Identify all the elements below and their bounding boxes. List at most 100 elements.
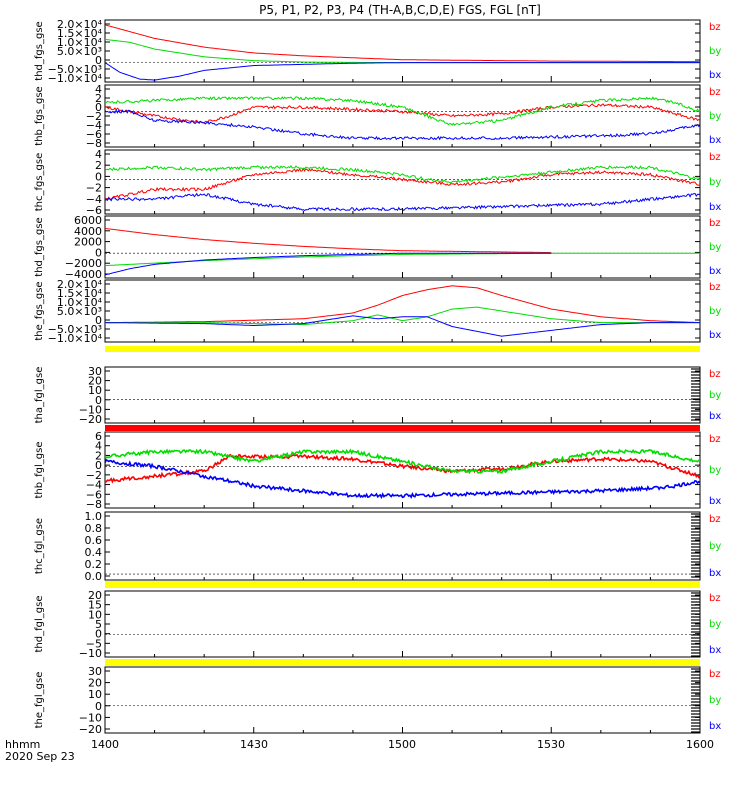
y-tick-label-3-0: 6000 (74, 214, 102, 227)
panel-7: 1.00.80.60.40.20.0 thc_fgl_gse bz by bx (34, 510, 721, 583)
series-by-2 (105, 164, 700, 184)
legend-bz-3: bz (709, 218, 721, 229)
y-tick-label-9-2: 10 (88, 688, 102, 701)
legend-bz-5: bz (709, 369, 721, 380)
y-tick-label-1-1: 2 (95, 92, 102, 105)
series-bz-2 (105, 167, 700, 202)
y-axis-label-3: thd_fgs_gse (34, 217, 45, 276)
y-axis-label-8: thd_fgl_gse (34, 596, 45, 653)
y-tick-label-7-3: 0.4 (85, 546, 103, 559)
x-axis-label-time: hhmm (5, 738, 40, 751)
panel-frame-7 (104, 511, 701, 581)
y-axis-label-4: the_fgs_gse (34, 281, 45, 340)
y-tick-label-6-2: 2 (95, 449, 102, 462)
y-tick-label-6-3: 0 (95, 459, 102, 472)
y-tick-label-5-0: 30 (88, 365, 102, 378)
y-axis-label-6: thb_fgl_gse (34, 442, 45, 499)
series-by-3 (105, 252, 700, 267)
y-tick-label-8-6: −10 (79, 647, 102, 660)
y-tick-label-8-1: 15 (88, 599, 102, 612)
y-tick-label-1-0: 4 (95, 83, 102, 96)
legend-bx-2: bx (709, 202, 721, 213)
y-tick-label-7-0: 1.0 (85, 510, 103, 523)
y-tick-label-6-1: 4 (95, 440, 102, 453)
y-tick-label-0-6: −1.0×10⁴ (48, 72, 103, 85)
y-tick-label-6-7: −8 (86, 498, 102, 511)
legend-by-0: by (709, 46, 721, 57)
legend-bz-7: bz (709, 514, 721, 525)
y-tick-label-2-1: 2 (95, 159, 102, 172)
legend-bx-0: bx (709, 70, 721, 81)
legend-by-7: by (709, 541, 721, 552)
y-tick-label-9-1: 20 (88, 677, 102, 690)
series-by-0 (105, 38, 700, 64)
panel-frame-8 (104, 590, 701, 658)
y-tick-label-7-1: 0.8 (85, 522, 103, 535)
y-tick-label-5-5: −20 (79, 413, 102, 426)
y-tick-label-7-4: 0.2 (85, 558, 103, 571)
y-tick-label-4-3: 5.0×10³ (57, 305, 102, 318)
y-tick-label-5-3: 0 (95, 394, 102, 407)
panel-1: 420−2−4−6−8 thb_fgs_gse bz by bx (34, 83, 721, 150)
series-by-1 (105, 96, 700, 127)
series-bz-0 (105, 24, 700, 63)
y-tick-label-7-5: 0.0 (85, 570, 103, 583)
legend-by-8: by (709, 619, 721, 630)
y-tick-label-1-5: −6 (86, 128, 102, 141)
y-tick-label-4-4: 0 (95, 314, 102, 327)
y-tick-label-0-1: 1.5×10⁴ (57, 27, 103, 40)
y-tick-label-8-2: 10 (88, 608, 102, 621)
legend-by-9: by (709, 695, 721, 706)
panel-frame-5 (104, 366, 701, 424)
legend-bz-0: bz (709, 22, 721, 33)
legend-by-1: by (709, 111, 721, 122)
y-tick-label-2-0: 4 (95, 148, 102, 161)
y-tick-label-3-2: 2000 (74, 236, 102, 249)
y-tick-label-4-2: 1.0×10⁴ (57, 296, 103, 309)
y-tick-label-2-2: 0 (95, 170, 102, 183)
panel-frame-9 (104, 666, 701, 734)
series-bx-6 (105, 458, 700, 500)
y-tick-label-9-0: 30 (88, 665, 102, 678)
panel-frame-1 (104, 84, 701, 148)
y-tick-label-0-2: 1.0×10⁴ (57, 36, 103, 49)
legend-by-5: by (709, 390, 721, 401)
y-tick-label-6-0: 6 (95, 430, 102, 443)
y-tick-label-3-1: 4000 (74, 225, 102, 238)
separator-bar-1 (105, 425, 700, 431)
y-tick-label-2-4: −4 (86, 193, 102, 206)
x-tick-label-1: 1430 (240, 738, 268, 751)
legend-bz-8: bz (709, 593, 721, 604)
series-by-4 (105, 306, 700, 326)
y-tick-label-4-6: −1.0×10⁴ (48, 332, 103, 345)
panel-2: 420−2−4−6 thc_fgs_gse bz by bx (34, 148, 721, 217)
legend-bx-5: bx (709, 411, 721, 422)
series-bx-0 (105, 62, 700, 81)
y-axis-label-9: the_fgl_gse (34, 672, 45, 729)
y-tick-label-3-4: −2000 (65, 257, 102, 270)
y-axis-label-7: thc_fgl_gse (34, 518, 45, 574)
y-tick-label-4-0: 2.0×10⁴ (57, 278, 103, 291)
y-tick-label-3-5: −4000 (65, 268, 102, 281)
chart-title: P5, P1, P2, P3, P4 (TH-A,B,C,D,E) FGS, F… (259, 3, 541, 17)
series-bz-6 (105, 453, 700, 484)
y-tick-label-1-2: 0 (95, 101, 102, 114)
separator-bar-2 (105, 581, 700, 588)
y-tick-label-5-1: 20 (88, 375, 102, 388)
series-bx-1 (105, 109, 700, 141)
legend-bx-8: bx (709, 645, 721, 656)
x-tick-label-3: 1530 (537, 738, 565, 751)
y-tick-label-0-5: −5.0×10³ (48, 63, 102, 76)
legend-by-4: by (709, 306, 721, 317)
y-tick-label-1-4: −4 (86, 119, 102, 132)
legend-bx-4: bx (709, 330, 721, 341)
y-tick-label-9-5: −20 (79, 723, 102, 736)
legend-bz-2: bz (709, 152, 721, 163)
y-tick-label-6-6: −6 (86, 488, 102, 501)
y-tick-label-6-5: −4 (86, 479, 102, 492)
